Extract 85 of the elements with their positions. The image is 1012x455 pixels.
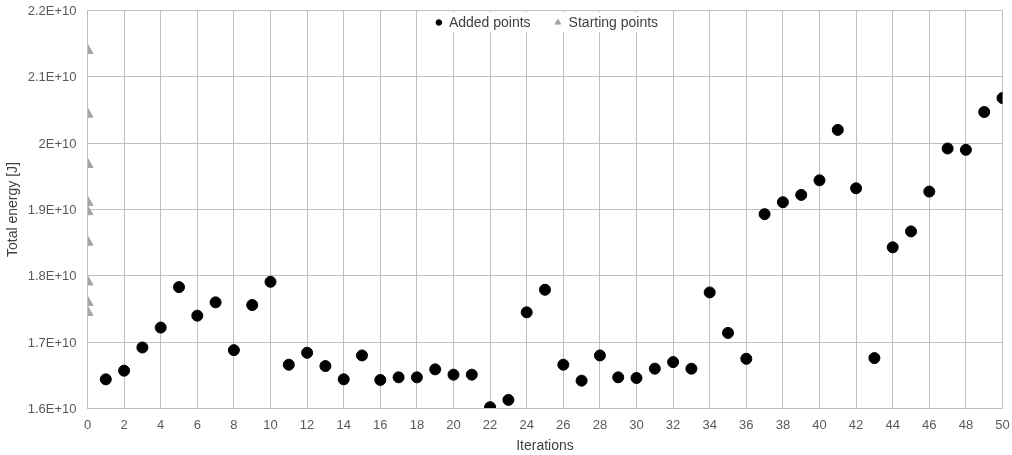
y-tick-label: 2.2E+10 — [27, 3, 77, 18]
point — [850, 182, 863, 195]
point — [520, 306, 533, 319]
point — [374, 373, 387, 386]
x-tick-label: 48 — [958, 416, 974, 432]
point — [959, 143, 972, 156]
point — [246, 299, 259, 312]
point — [868, 352, 881, 365]
y-axis-title: Total energy [J] — [3, 162, 20, 257]
y-tick-label: 1.7E+10 — [27, 334, 77, 350]
point — [923, 185, 936, 198]
x-tick-label: 14 — [336, 416, 351, 432]
point — [831, 123, 844, 136]
point — [886, 241, 899, 254]
point — [264, 275, 277, 288]
point — [978, 106, 991, 118]
x-tick-label: 28 — [592, 416, 608, 432]
point — [539, 283, 551, 296]
x-tick-label: 46 — [922, 416, 937, 432]
x-tick-label: 36 — [739, 416, 754, 432]
x-tick-label: 34 — [702, 416, 717, 432]
point — [905, 225, 917, 238]
x-tick-label: 20 — [446, 416, 461, 432]
point — [465, 368, 478, 381]
point — [502, 393, 515, 406]
point — [99, 373, 112, 386]
point — [429, 363, 442, 376]
legend-label: Starting points — [568, 14, 659, 30]
x-tick-label: 18 — [409, 416, 425, 432]
x-tick-label: 38 — [775, 416, 791, 432]
x-tick-label: 40 — [812, 416, 827, 432]
y-tick-label: 1.9E+10 — [27, 202, 77, 217]
x-tick-label: 4 — [157, 416, 165, 432]
point — [136, 341, 149, 354]
point — [667, 356, 680, 369]
legend-label: Added points — [448, 14, 531, 30]
x-tick-label: 10 — [263, 416, 278, 432]
point — [118, 364, 131, 377]
point — [630, 372, 643, 384]
point — [722, 326, 734, 339]
point — [301, 346, 314, 359]
y-tick-label: 1.6E+10 — [27, 401, 77, 416]
point — [410, 371, 423, 384]
point — [685, 362, 698, 375]
point — [758, 208, 771, 221]
point — [319, 360, 332, 373]
point — [337, 373, 350, 386]
point — [356, 349, 368, 362]
point — [173, 281, 185, 294]
point — [392, 371, 405, 384]
x-tick-label: 26 — [556, 416, 571, 432]
x-tick-label: 6 — [193, 416, 201, 432]
point — [575, 374, 588, 387]
x-tick-label: 30 — [629, 416, 644, 432]
x-tick-label: 16 — [373, 416, 388, 432]
x-tick-label: 42 — [848, 416, 864, 432]
point — [447, 368, 460, 381]
x-tick-label: 32 — [665, 416, 681, 432]
x-tick-label: 12 — [299, 416, 315, 432]
point — [776, 196, 789, 209]
point — [813, 174, 826, 187]
point — [795, 188, 808, 201]
x-tick-label: 44 — [885, 416, 900, 432]
x-tick-label: 22 — [482, 416, 498, 432]
point — [740, 352, 753, 365]
point — [648, 362, 661, 375]
point — [612, 371, 625, 384]
point — [154, 321, 167, 334]
point — [227, 344, 240, 357]
point — [941, 142, 954, 155]
x-tick-label: 2 — [120, 416, 128, 432]
point — [593, 349, 606, 362]
y-tick-label: 1.8E+10 — [27, 268, 77, 284]
point — [191, 309, 204, 322]
point — [282, 358, 295, 371]
y-tick-label: 2E+10 — [38, 135, 77, 151]
x-tick-label: 24 — [519, 416, 534, 432]
x-axis-title: Iterations — [516, 436, 574, 453]
point — [557, 358, 570, 371]
y-tick-label: 2.1E+10 — [27, 69, 77, 85]
point — [209, 296, 222, 309]
x-tick-label: 0 — [83, 416, 92, 432]
point — [703, 286, 716, 299]
x-tick-label: 50 — [995, 416, 1010, 432]
x-tick-label: 8 — [230, 416, 238, 432]
